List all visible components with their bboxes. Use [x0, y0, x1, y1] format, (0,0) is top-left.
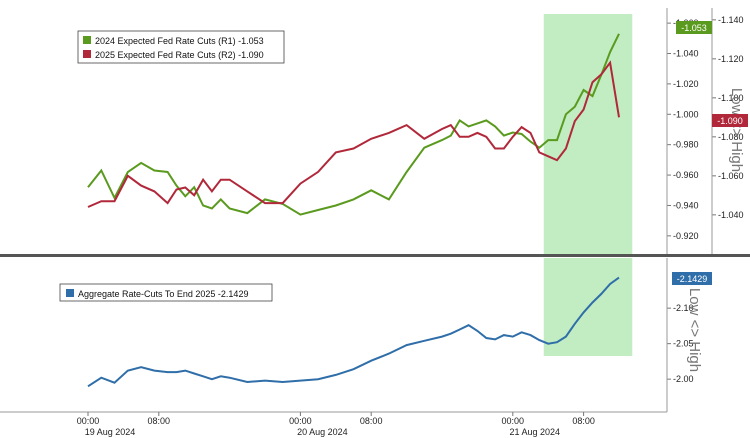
legend-swatch-2024	[83, 36, 91, 44]
last-value-aggregate: -2.1429	[677, 274, 708, 284]
x-tick-label: 08:00	[148, 416, 171, 426]
right-tick-label: -1.080	[718, 132, 744, 142]
left-tick-label: -0.980	[673, 140, 699, 150]
last-value-flag-2024: -1.053	[676, 21, 712, 34]
legend-top: 2024 Expected Fed Rate Cuts (R1) -1.053 …	[77, 30, 285, 64]
left-axis-ticks: -0.920 -0.940 -0.960 -0.980 -1.000 -1.020 -1.0…	[667, 18, 699, 241]
x-date-label: 21 Aug 2024	[510, 427, 561, 437]
left-tick-label: -0.960	[673, 170, 699, 180]
right-tick-label: -1.140	[718, 15, 744, 25]
bottom-panel: -2.00 -2.05 -2.10 Low <> High -2.1429 Aggr…	[59, 258, 712, 412]
x-date-label: 19 Aug 2024	[85, 427, 136, 437]
x-tick-label: 00:00	[77, 416, 100, 426]
legend-label-aggregate: Aggregate Rate-Cuts To End 2025 -2.1429	[78, 289, 248, 299]
x-date-label: 20 Aug 2024	[297, 427, 348, 437]
legend-swatch-2025	[83, 50, 91, 58]
legend-swatch-aggregate	[66, 289, 74, 297]
x-tick-label: 00:00	[289, 416, 312, 426]
last-value-2025: -1.090	[717, 116, 743, 126]
legend-label-2024: 2024 Expected Fed Rate Cuts (R1) -1.053	[95, 36, 264, 46]
x-axis-ticks: 00:00 08:00 00:00 08:00 00:00 08:00	[77, 412, 595, 426]
right-axis-title-bottom: Low <> High	[686, 288, 703, 372]
right-tick-label: -1.100	[718, 93, 744, 103]
x-tick-label: 00:00	[502, 416, 525, 426]
right-axis-title-top: Low <> High	[728, 88, 745, 172]
last-value-flag-2025: -1.090	[712, 114, 748, 127]
left-tick-label: -1.000	[673, 109, 699, 119]
x-axis-dates: 19 Aug 2024 20 Aug 2024 21 Aug 2024	[85, 427, 560, 437]
right-tick-label: -1.120	[718, 54, 744, 64]
right-tick-label: -1.040	[718, 210, 744, 220]
x-tick-label: 08:00	[360, 416, 383, 426]
left-tick-label: -1.040	[673, 49, 699, 59]
bottom-tick-label: -2.10	[673, 303, 694, 313]
right-tick-label: -1.060	[718, 171, 744, 181]
legend-bottom: Aggregate Rate-Cuts To End 2025 -2.1429	[59, 283, 273, 302]
bottom-axis-ticks: -2.00 -2.05 -2.10	[667, 303, 694, 384]
legend-label-2025: 2025 Expected Fed Rate Cuts (R2) -1.090	[95, 50, 264, 60]
right-axis-ticks: -1.040 -1.060 -1.080 -1.100 -1.120 -1.140	[712, 15, 744, 220]
series-line-aggregate	[87, 276, 620, 388]
bottom-tick-label: -2.00	[673, 374, 694, 384]
panel-divider	[0, 254, 750, 257]
top-panel: -0.920 -0.940 -0.960 -0.980 -1.000 -1.020 -1.0…	[77, 8, 748, 254]
x-axis: 00:00 08:00 00:00 08:00 00:00 08:00 19 Aug 20…	[0, 411, 667, 437]
left-tick-label: -1.020	[673, 79, 699, 89]
series-line-2024	[87, 33, 620, 216]
highlight-band-top	[543, 14, 633, 254]
last-value-2024: -1.053	[681, 23, 707, 33]
left-tick-label: -0.940	[673, 200, 699, 210]
x-tick-label: 08:00	[572, 416, 595, 426]
bottom-tick-label: -2.05	[673, 339, 694, 349]
left-tick-label: -0.920	[673, 231, 699, 241]
last-value-flag-aggregate: -2.1429	[672, 272, 712, 285]
series-line-2025	[87, 60, 620, 208]
